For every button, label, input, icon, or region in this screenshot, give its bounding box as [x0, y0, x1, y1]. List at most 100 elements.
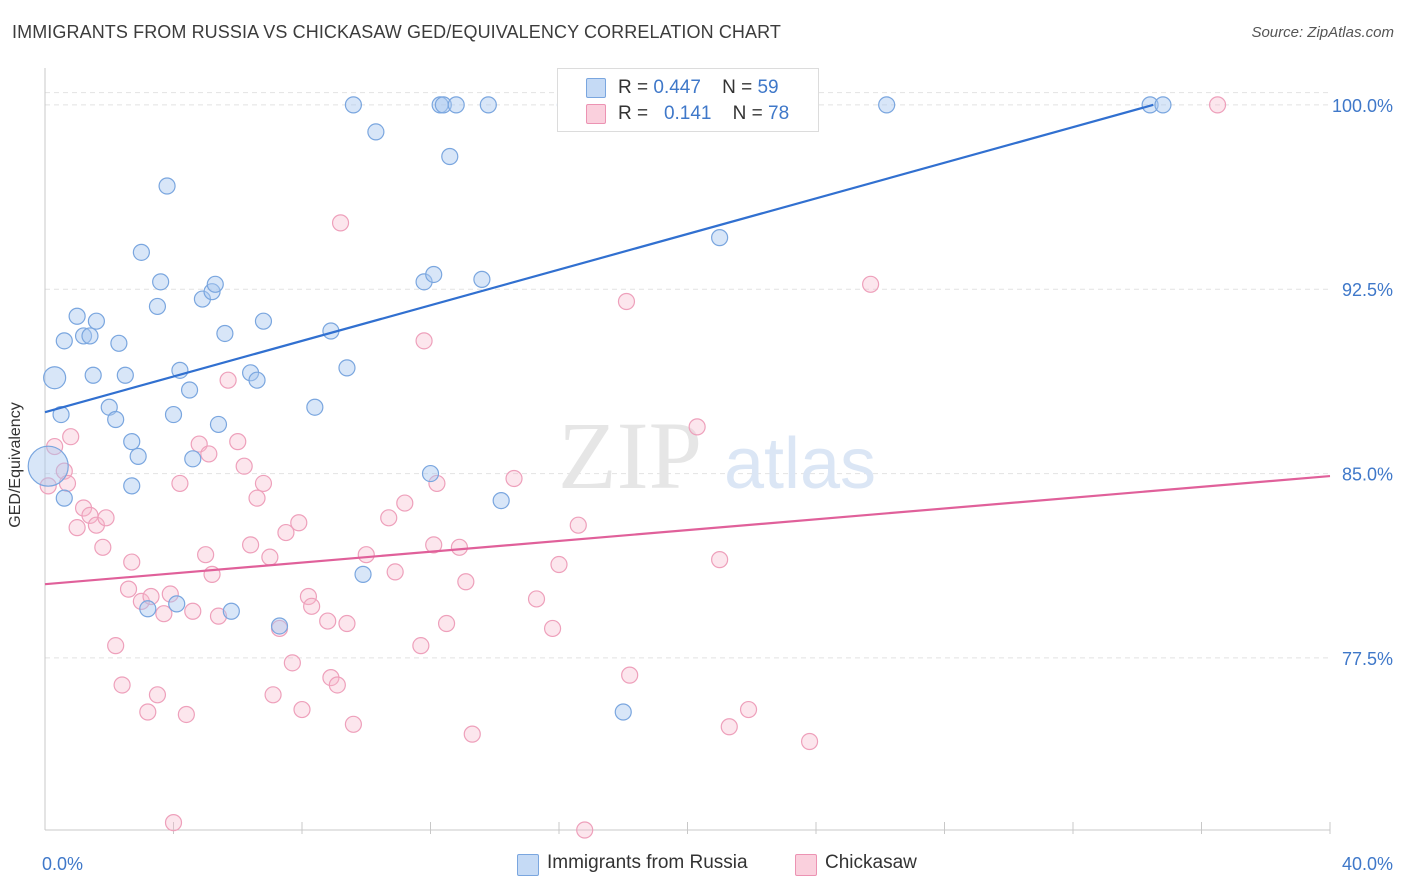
point-russia	[184, 450, 202, 468]
point-russia	[116, 366, 134, 384]
point-russia	[139, 600, 157, 618]
point-chickasaw	[107, 637, 125, 655]
point-chickasaw	[184, 602, 202, 620]
point-chickasaw	[425, 536, 443, 554]
point-russia	[68, 307, 86, 325]
point-chickasaw	[94, 538, 112, 556]
point-russia	[158, 177, 176, 195]
watermark: ZIP atlas	[558, 402, 876, 509]
point-chickasaw	[219, 371, 237, 389]
point-chickasaw	[1208, 96, 1227, 114]
point-russia	[55, 489, 73, 507]
legend-r-value-russia: 0.447	[653, 77, 701, 98]
legend-n-label: N =	[732, 103, 763, 124]
point-russia	[164, 405, 183, 424]
bottom-legend-swatch-blue	[517, 854, 539, 876]
point-chickasaw	[164, 814, 183, 832]
point-russia	[180, 381, 199, 399]
point-russia	[878, 96, 896, 114]
point-chickasaw	[415, 332, 433, 350]
point-chickasaw	[450, 538, 469, 556]
point-chickasaw	[148, 686, 167, 704]
point-chickasaw	[463, 725, 481, 743]
point-chickasaw	[621, 666, 639, 684]
point-chickasaw	[242, 536, 260, 554]
point-chickasaw	[200, 445, 218, 463]
point-russia	[1154, 96, 1172, 114]
legend-swatch-pink	[586, 104, 606, 124]
point-russia	[132, 243, 150, 261]
point-chickasaw	[739, 700, 758, 719]
point-russia	[344, 96, 362, 114]
legend-swatch-blue	[586, 78, 606, 98]
point-russia	[222, 602, 240, 620]
point-chickasaw	[283, 654, 301, 672]
bottom-legend-swatch-pink	[795, 854, 817, 876]
point-russia	[425, 265, 443, 284]
source-label: Source: ZipAtlas.com	[1251, 24, 1394, 41]
point-russia	[492, 492, 510, 510]
point-chickasaw	[62, 428, 80, 446]
bottom-legend-label-russia: Immigrants from Russia	[547, 852, 748, 873]
point-chickasaw	[97, 509, 115, 527]
watermark-zip: ZIP	[558, 402, 702, 509]
legend-text-chickasaw: R = 0.141 N = 78	[618, 103, 789, 125]
point-chickasaw	[386, 563, 404, 581]
point-russia	[354, 565, 372, 583]
point-chickasaw	[543, 619, 562, 638]
tick-labels: 77.5% 85.0% 92.5% 100.0% 0.0% 40.0%	[42, 96, 1393, 874]
point-russia	[206, 275, 224, 293]
bottom-legend-label-chickasaw: Chickasaw	[825, 852, 917, 873]
point-russia	[248, 371, 266, 389]
point-chickasaw	[119, 580, 138, 598]
point-russia	[43, 366, 67, 390]
point-chickasaw	[235, 457, 253, 475]
point-chickasaw	[254, 474, 273, 493]
series-immigrants-from-russia	[27, 96, 1172, 721]
point-chickasaw	[171, 474, 189, 493]
point-chickasaw	[161, 585, 179, 603]
x-tick-label: 40.0%	[1342, 854, 1393, 874]
point-chickasaw	[177, 705, 195, 724]
point-chickasaw	[293, 700, 311, 719]
point-chickasaw	[344, 715, 362, 733]
point-russia	[614, 703, 632, 721]
point-russia	[87, 312, 106, 330]
point-chickasaw	[68, 519, 86, 537]
point-russia	[110, 334, 128, 352]
point-russia	[711, 229, 729, 247]
point-russia	[441, 147, 459, 166]
point-chickasaw	[862, 275, 880, 293]
point-chickasaw	[428, 474, 446, 493]
point-chickasaw	[357, 546, 375, 564]
point-chickasaw	[569, 516, 587, 534]
point-russia	[306, 398, 324, 416]
point-russia	[27, 445, 69, 487]
legend-r-label: R =	[618, 103, 649, 124]
y-tick-label: 85.0%	[1342, 465, 1393, 485]
y-tick-label: 92.5%	[1342, 280, 1393, 300]
point-chickasaw	[550, 555, 568, 574]
trend-lines	[44, 103, 1331, 586]
point-chickasaw	[711, 551, 729, 569]
point-chickasaw	[155, 605, 173, 623]
point-chickasaw	[299, 587, 318, 606]
point-russia	[421, 464, 440, 483]
point-russia	[81, 327, 99, 345]
y-tick-label: 100.0%	[1332, 96, 1393, 116]
point-chickasaw	[720, 718, 738, 736]
point-chickasaw	[338, 614, 356, 633]
point-russia	[434, 96, 452, 114]
point-russia	[479, 96, 497, 114]
point-russia	[447, 96, 465, 114]
point-chickasaw	[290, 514, 308, 532]
point-russia	[254, 312, 273, 330]
point-russia	[270, 617, 289, 635]
point-chickasaw	[800, 732, 819, 751]
point-chickasaw	[229, 433, 247, 451]
point-chickasaw	[303, 597, 321, 615]
point-chickasaw	[412, 637, 430, 655]
point-chickasaw	[437, 614, 456, 633]
legend-r-label: R =	[618, 77, 649, 98]
